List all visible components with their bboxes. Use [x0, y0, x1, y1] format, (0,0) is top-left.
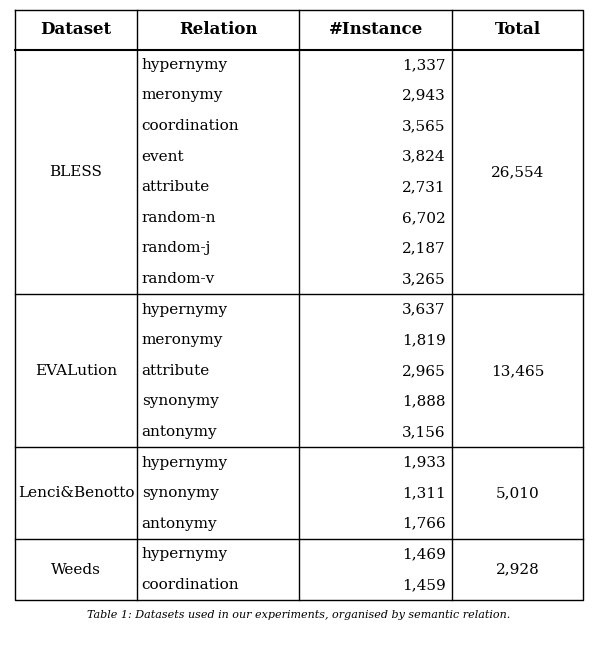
Text: 6,702: 6,702	[402, 211, 446, 225]
Text: Total: Total	[495, 21, 541, 38]
Text: BLESS: BLESS	[50, 165, 102, 179]
Text: 1,337: 1,337	[402, 58, 446, 72]
Text: 13,465: 13,465	[491, 364, 544, 378]
Text: coordination: coordination	[142, 578, 239, 592]
Text: 26,554: 26,554	[491, 165, 544, 179]
Text: 2,928: 2,928	[496, 563, 539, 577]
Text: 2,965: 2,965	[402, 364, 446, 378]
Text: 2,731: 2,731	[402, 180, 446, 194]
Text: 1,888: 1,888	[402, 394, 446, 409]
Text: Weeds: Weeds	[51, 563, 101, 577]
Text: 5,010: 5,010	[496, 486, 539, 500]
Text: 1,459: 1,459	[402, 578, 446, 592]
Text: synonymy: synonymy	[142, 394, 218, 409]
Text: attribute: attribute	[142, 180, 210, 194]
Text: #Instance: #Instance	[328, 21, 423, 38]
Text: 1,311: 1,311	[402, 486, 446, 500]
Text: 3,265: 3,265	[402, 272, 446, 286]
Text: 1,469: 1,469	[402, 547, 446, 562]
Text: meronymy: meronymy	[142, 89, 223, 102]
Text: random-v: random-v	[142, 272, 215, 286]
Text: attribute: attribute	[142, 364, 210, 378]
Text: antonymy: antonymy	[142, 517, 217, 531]
Text: hypernymy: hypernymy	[142, 455, 228, 470]
Text: antonymy: antonymy	[142, 425, 217, 439]
Text: 1,933: 1,933	[402, 455, 446, 470]
Text: coordination: coordination	[142, 119, 239, 133]
Text: 3,565: 3,565	[402, 119, 446, 133]
Text: random-n: random-n	[142, 211, 216, 225]
Text: random-j: random-j	[142, 241, 211, 255]
Text: 2,943: 2,943	[402, 89, 446, 102]
Text: 2,187: 2,187	[402, 241, 446, 255]
Text: hypernymy: hypernymy	[142, 547, 228, 562]
Text: synonymy: synonymy	[142, 486, 218, 500]
Text: event: event	[142, 150, 184, 164]
Text: Table 1: Datasets used in our experiments, organised by semantic relation.: Table 1: Datasets used in our experiment…	[87, 610, 511, 620]
Text: hypernymy: hypernymy	[142, 302, 228, 317]
Text: Relation: Relation	[179, 21, 257, 38]
Text: EVALution: EVALution	[35, 364, 117, 378]
Text: 1,766: 1,766	[402, 517, 446, 531]
Text: 3,637: 3,637	[402, 302, 446, 317]
Text: meronymy: meronymy	[142, 333, 223, 347]
Text: 3,156: 3,156	[402, 425, 446, 439]
Text: 3,824: 3,824	[402, 150, 446, 164]
Text: Lenci&Benotto: Lenci&Benotto	[18, 486, 135, 500]
Text: Dataset: Dataset	[41, 21, 112, 38]
Text: hypernymy: hypernymy	[142, 58, 228, 72]
Text: 1,819: 1,819	[402, 333, 446, 347]
